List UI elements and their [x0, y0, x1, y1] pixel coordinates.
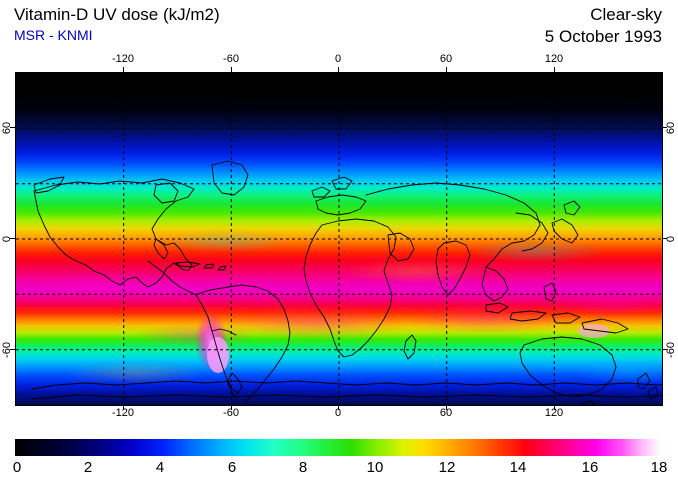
colorbar-tick-0: 0: [12, 459, 22, 476]
yaxis-left-label-0: 60: [1, 121, 13, 135]
colorbar-tick-1: 2: [83, 459, 93, 476]
xaxis-bottom-label-4: 120: [544, 407, 564, 419]
date-label: 5 October 1993: [544, 27, 662, 46]
yaxis-right-label-1: 0: [665, 235, 677, 243]
colorbar-tick-5: 10: [366, 459, 384, 476]
yaxis-left-label-1: 0: [1, 235, 13, 243]
colorbar-gradient: [15, 439, 661, 456]
xaxis-top-label-0: -120: [111, 53, 135, 65]
tick-right-lat-0: [662, 238, 667, 239]
colorbar-tick-9: 18: [650, 459, 668, 476]
tick-left-lat-0: [10, 238, 15, 239]
sky-condition-label: Clear-sky: [590, 5, 662, 24]
coastline-overlay: [31, 160, 662, 405]
xaxis-bottom-label-2: 0: [334, 407, 342, 419]
tick-bottom-lon--60: [231, 405, 232, 410]
colorbar-tick-4: 8: [298, 459, 308, 476]
xaxis-bottom-label-3: 60: [439, 407, 453, 419]
colorbar-tick-8: 16: [581, 459, 599, 476]
colorbar: [15, 439, 661, 456]
tick-top-lon--120: [123, 67, 124, 72]
map-plot-area: [15, 72, 663, 406]
xaxis-top-label-1: -60: [223, 53, 239, 65]
yaxis-right-label-2: -60: [665, 342, 677, 358]
colorbar-tick-3: 6: [227, 459, 237, 476]
graticule-gridlines: [16, 73, 662, 405]
tick-right-lat-60: [662, 127, 667, 128]
colorbar-tick-7: 14: [509, 459, 527, 476]
yaxis-right-label-0: 60: [665, 121, 677, 135]
tick-top-lon-0: [338, 67, 339, 72]
tick-left-lat-60: [10, 127, 15, 128]
xaxis-top-label-3: 60: [439, 53, 453, 65]
tick-bottom-lon-60: [446, 405, 447, 410]
xaxis-bottom-label-1: -60: [223, 407, 239, 419]
xaxis-top-label-2: 0: [334, 53, 342, 65]
xaxis-bottom-label-0: -120: [111, 407, 135, 419]
tick-top-lon--60: [231, 67, 232, 72]
data-source-label: MSR - KNMI: [14, 27, 93, 43]
colorbar-tick-6: 12: [438, 459, 456, 476]
page-title: Vitamin-D UV dose (kJ/m2): [14, 5, 220, 24]
tick-left-lat--60: [10, 349, 15, 350]
tick-top-lon-60: [446, 67, 447, 72]
yaxis-left-label-2: -60: [1, 342, 13, 358]
xaxis-top-label-4: 120: [544, 53, 564, 65]
tick-bottom-lon-0: [338, 405, 339, 410]
colorbar-tick-2: 4: [155, 459, 165, 476]
tick-top-lon-120: [554, 67, 555, 72]
tick-bottom-lon--120: [123, 405, 124, 410]
tick-right-lat--60: [662, 349, 667, 350]
tick-bottom-lon-120: [554, 405, 555, 410]
